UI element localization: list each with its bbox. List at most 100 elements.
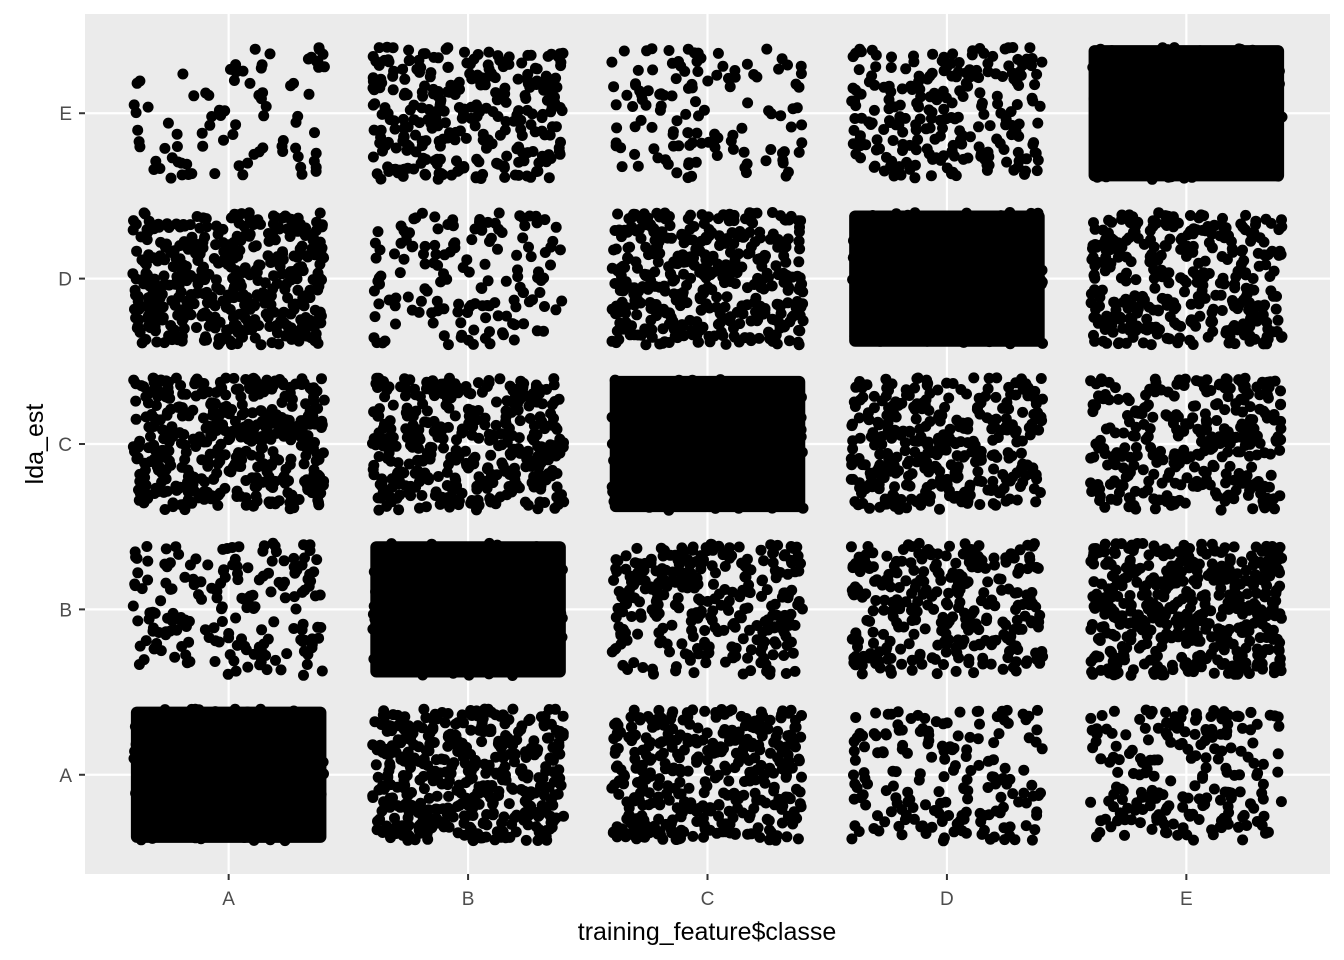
- point: [370, 252, 382, 264]
- point: [208, 253, 220, 264]
- point: [467, 421, 479, 433]
- point: [880, 574, 892, 586]
- point: [408, 213, 420, 225]
- point: [737, 633, 749, 645]
- point: [783, 619, 795, 631]
- point: [261, 786, 273, 798]
- point: [165, 459, 177, 471]
- point: [484, 236, 495, 247]
- point: [611, 122, 623, 134]
- point: [439, 633, 451, 645]
- point: [524, 645, 535, 656]
- point: [540, 543, 552, 555]
- point: [265, 433, 277, 445]
- point: [174, 748, 186, 760]
- point: [512, 623, 524, 635]
- point: [991, 711, 1003, 723]
- point: [556, 612, 568, 624]
- point: [171, 624, 183, 636]
- point: [281, 767, 293, 779]
- point: [629, 121, 641, 133]
- point: [128, 99, 140, 111]
- point: [1032, 615, 1044, 627]
- point: [551, 423, 563, 435]
- point: [434, 498, 446, 510]
- point: [476, 386, 488, 398]
- point: [167, 497, 179, 509]
- point: [379, 335, 391, 347]
- point: [450, 629, 462, 641]
- point: [647, 663, 658, 675]
- point: [175, 437, 187, 449]
- point: [270, 654, 281, 666]
- point: [387, 604, 399, 616]
- point: [233, 447, 244, 459]
- point: [191, 211, 203, 222]
- point: [960, 613, 972, 625]
- cell-points-C-C: [606, 374, 809, 516]
- point: [550, 221, 562, 233]
- point: [997, 801, 1009, 813]
- point: [1011, 614, 1023, 626]
- point: [289, 717, 301, 728]
- point: [982, 576, 994, 588]
- point: [610, 563, 622, 575]
- point: [154, 775, 166, 786]
- point: [442, 740, 454, 752]
- point: [793, 753, 805, 765]
- point: [419, 416, 431, 428]
- point: [209, 322, 221, 334]
- point: [472, 49, 484, 60]
- point: [693, 110, 704, 122]
- point: [667, 814, 679, 826]
- point: [528, 635, 540, 647]
- point: [793, 215, 804, 227]
- point: [142, 101, 154, 113]
- point: [520, 602, 531, 614]
- point: [386, 481, 398, 493]
- cell-points-A-C: [127, 372, 330, 516]
- point: [620, 831, 632, 843]
- point: [250, 240, 262, 252]
- point: [310, 55, 322, 67]
- point: [657, 500, 669, 511]
- point: [772, 315, 784, 327]
- point: [181, 295, 193, 307]
- point: [614, 302, 626, 313]
- point: [609, 225, 621, 236]
- point: [444, 127, 455, 139]
- point: [792, 833, 804, 845]
- point: [867, 626, 879, 638]
- point: [447, 811, 459, 823]
- point: [484, 326, 495, 338]
- point: [508, 294, 520, 306]
- point: [380, 569, 392, 581]
- point: [988, 463, 1000, 475]
- point: [758, 555, 770, 567]
- point: [973, 705, 985, 717]
- point: [531, 541, 542, 553]
- point: [653, 813, 665, 825]
- point: [1028, 483, 1040, 495]
- point: [980, 562, 991, 574]
- point: [167, 431, 179, 443]
- point: [553, 740, 565, 752]
- point: [256, 624, 268, 636]
- point: [632, 777, 643, 788]
- point: [647, 64, 659, 76]
- point: [690, 556, 702, 567]
- point: [458, 103, 470, 115]
- point: [793, 256, 805, 268]
- point: [270, 546, 282, 558]
- point: [541, 383, 552, 395]
- point: [729, 467, 741, 479]
- point: [701, 754, 713, 766]
- point: [130, 413, 142, 425]
- point: [298, 458, 310, 470]
- point: [550, 304, 562, 316]
- point: [141, 234, 153, 246]
- point: [988, 449, 1000, 461]
- point: [213, 489, 225, 501]
- point: [974, 807, 986, 819]
- point: [143, 421, 155, 433]
